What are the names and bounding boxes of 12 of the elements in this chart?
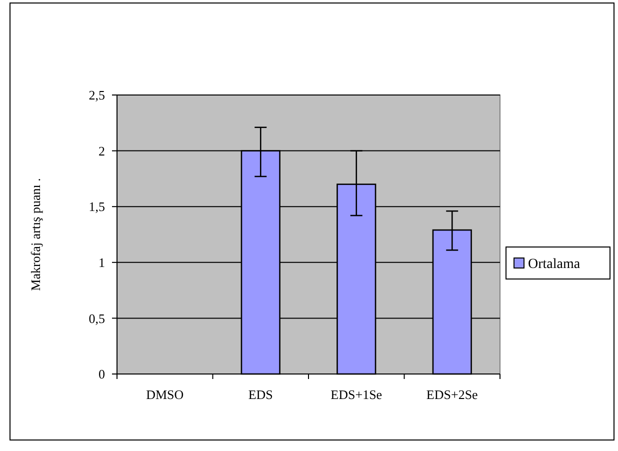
y-tick-label: 1,5 bbox=[88, 199, 105, 214]
y-tick-label: 2,5 bbox=[88, 88, 105, 103]
legend-label: Ortalama bbox=[528, 256, 581, 272]
x-tick-label: EDS+2Se bbox=[426, 387, 478, 402]
y-tick-label: 1 bbox=[98, 254, 105, 270]
x-tick-label: EDS bbox=[248, 387, 273, 402]
y-tick-label: 0 bbox=[98, 366, 105, 382]
x-tick-label: DMSO bbox=[146, 387, 184, 402]
y-tick-label: 2 bbox=[98, 143, 105, 158]
y-tick-label: 0,5 bbox=[88, 310, 105, 326]
y-axis-title: Makrofaj artış puanı . bbox=[28, 178, 43, 291]
x-tick-label: EDS+1Se bbox=[330, 387, 382, 402]
